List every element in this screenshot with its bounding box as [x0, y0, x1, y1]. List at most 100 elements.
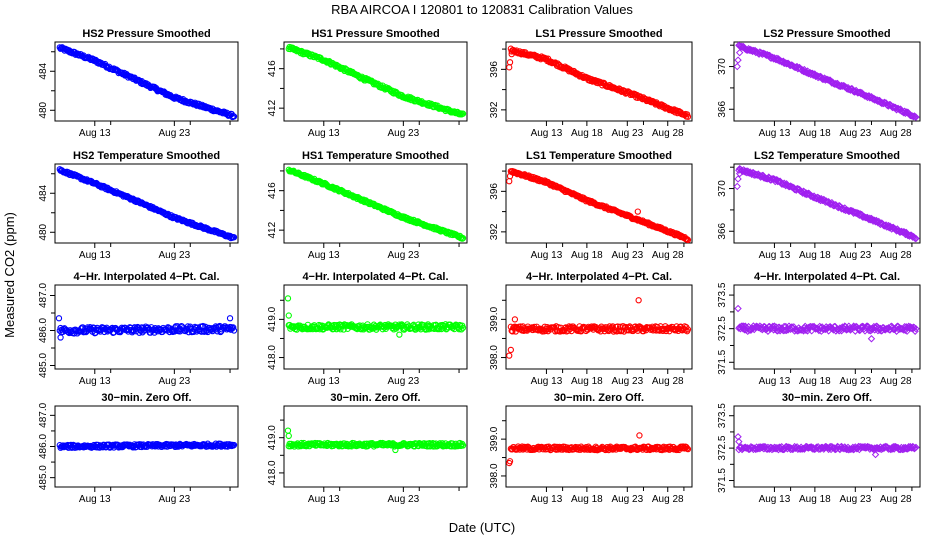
x-tick-label: Aug 23 — [387, 376, 419, 387]
y-tick-label: 396 — [489, 61, 500, 78]
x-tick-label: Aug 18 — [571, 494, 603, 505]
y-tick-label: 370 — [717, 58, 728, 75]
data-point — [770, 175, 779, 184]
y-tick-label: 366 — [717, 100, 728, 117]
data-point — [683, 445, 691, 452]
data-point — [517, 323, 524, 330]
y-axis-label: Measured CO2 (ppm) — [2, 212, 17, 338]
panel-5: HS2 Temperature Smoothed Aug 13 Aug 23 480 4… — [38, 150, 239, 261]
data-point — [230, 234, 238, 241]
outlier-point — [735, 169, 744, 178]
panel-1: HS2 Pressure Smoothed Aug 13 Aug 23 480 484 — [38, 28, 239, 139]
y-tick-label: 480 — [38, 223, 49, 240]
outlier-point — [506, 352, 513, 359]
data-points — [733, 41, 920, 121]
data-point — [683, 236, 691, 243]
y-tick-label: 371.5 — [717, 349, 728, 374]
y-tick-label: 486.0 — [38, 318, 49, 343]
data-point — [845, 85, 853, 94]
data-point — [912, 443, 920, 452]
outlier-point — [734, 175, 742, 183]
panel-6: HS1 Temperature Smoothed Aug 13 Aug 23 412 4… — [267, 150, 468, 261]
y-tick-label: 398.0 — [489, 345, 500, 370]
outlier-point — [55, 315, 63, 322]
x-tick-label: Aug 13 — [759, 128, 791, 139]
data-point — [770, 322, 779, 330]
panel-7: LS1 Temperature Smoothed Aug 13 Aug 18 Aug … — [489, 150, 693, 261]
y-tick-label: 486.0 — [38, 434, 49, 459]
data-point — [834, 443, 843, 451]
y-tick-label: 398.0 — [489, 463, 500, 488]
data-point — [596, 325, 603, 332]
data-point — [684, 326, 692, 333]
plot-frame — [733, 405, 921, 488]
data-point — [588, 323, 595, 330]
data-points — [284, 295, 467, 338]
y-tick-label: 396 — [489, 183, 500, 200]
data-point — [459, 442, 467, 449]
data-points — [56, 440, 238, 451]
panel-title: LS1 Temperature Smoothed — [526, 150, 672, 162]
outlier-point — [871, 450, 880, 459]
data-point — [807, 322, 815, 331]
panel-title: LS1 Pressure Smoothed — [535, 28, 662, 40]
outlier-point — [867, 335, 876, 343]
y-tick-label: 416 — [267, 60, 278, 77]
y-tick-label: 485.0 — [38, 353, 49, 378]
data-points — [56, 44, 238, 121]
data-point — [889, 325, 898, 333]
data-points — [285, 43, 467, 118]
plot-frame — [283, 284, 468, 370]
panel-16: 30−min. Zero Off. Aug 13 Aug 18 Aug 23 Aug 2… — [717, 392, 921, 505]
data-point — [759, 442, 767, 451]
y-tick-label: 370 — [717, 180, 728, 197]
data-point — [628, 90, 635, 97]
panel-title: 4−Hr. Interpolated 4−Pt. Cal. — [754, 271, 900, 283]
data-points — [506, 45, 692, 120]
data-point — [826, 200, 834, 208]
x-tick-label: Aug 18 — [571, 128, 603, 139]
data-point — [684, 236, 692, 244]
panel-title: HS1 Pressure Smoothed — [311, 28, 439, 40]
y-tick-label: 412 — [267, 99, 278, 116]
x-tick-label: Aug 28 — [880, 376, 912, 387]
data-point — [684, 113, 692, 120]
plot-frame — [505, 405, 693, 488]
data-point — [912, 324, 920, 333]
panel-9: 4−Hr. Interpolated 4−Pt. Cal. Aug 13 Aug 2… — [38, 271, 239, 387]
outlier-point — [506, 64, 513, 71]
panel-12: 4−Hr. Interpolated 4−Pt. Cal. Aug 13 Aug 1… — [717, 271, 921, 387]
panel-title: HS1 Temperature Smoothed — [302, 150, 449, 162]
outlier-point — [285, 432, 292, 440]
plot-frame — [733, 163, 921, 244]
y-tick-label: 373.5 — [717, 282, 728, 307]
y-tick-label: 418.0 — [267, 460, 278, 485]
outlier-point — [506, 178, 513, 185]
panel-13: 30−min. Zero Off. Aug 13 Aug 23 485.0 486.0 4… — [38, 392, 239, 505]
y-tick-label: 484 — [38, 184, 49, 201]
data-point — [459, 324, 467, 331]
y-tick-label: 392 — [489, 223, 500, 240]
figure-title: RBA AIRCOA I 120801 to 120831 Calibratio… — [331, 2, 633, 17]
data-point — [744, 327, 752, 336]
x-tick-label: Aug 18 — [571, 250, 603, 261]
panel-title: HS2 Pressure Smoothed — [82, 28, 210, 40]
data-points — [56, 166, 238, 242]
x-tick-label: Aug 13 — [308, 128, 340, 139]
data-point — [781, 326, 789, 335]
outlier-point — [392, 446, 399, 454]
data-point — [230, 324, 237, 331]
y-tick-label: 372.5 — [717, 316, 728, 341]
panel-14: 30−min. Zero Off. Aug 13 Aug 23 418.0 419.0 — [267, 392, 468, 505]
outlier-point — [285, 312, 292, 319]
data-points — [734, 433, 920, 459]
outlier-point — [733, 62, 741, 71]
x-tick-label: Aug 23 — [158, 376, 190, 387]
y-tick-label: 371.5 — [717, 468, 728, 493]
data-point — [761, 443, 770, 451]
outlier-point — [734, 56, 742, 64]
panel-title: 30−min. Zero Off. — [554, 392, 644, 404]
data-point — [735, 323, 744, 331]
y-tick-label: 480 — [38, 101, 49, 118]
